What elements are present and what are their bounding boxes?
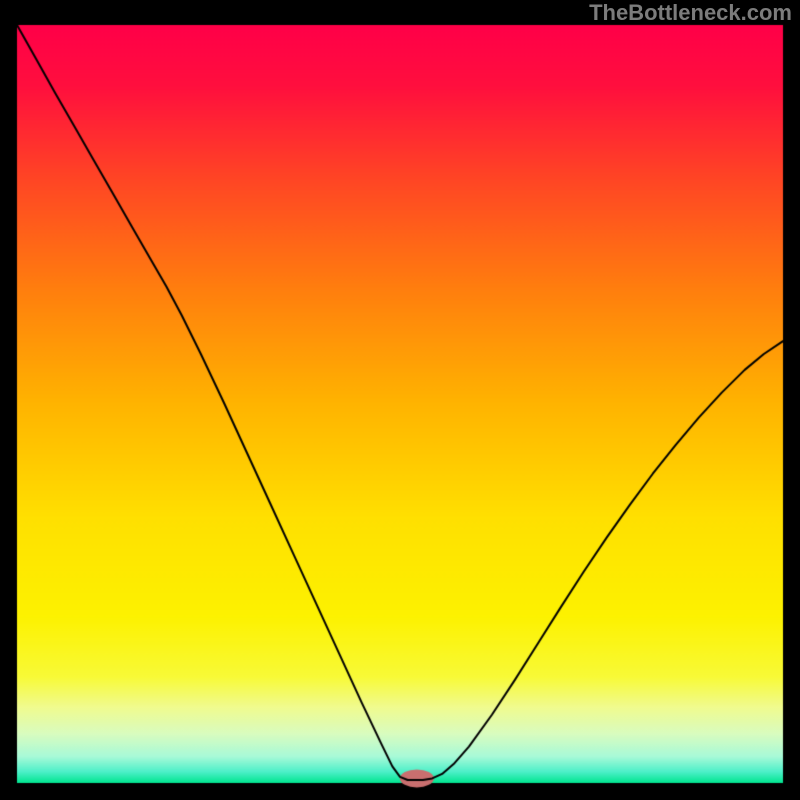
root: TheBottleneck.com bbox=[0, 0, 800, 800]
watermark-text: TheBottleneck.com bbox=[589, 0, 792, 26]
bottleneck-chart-canvas bbox=[0, 0, 800, 800]
